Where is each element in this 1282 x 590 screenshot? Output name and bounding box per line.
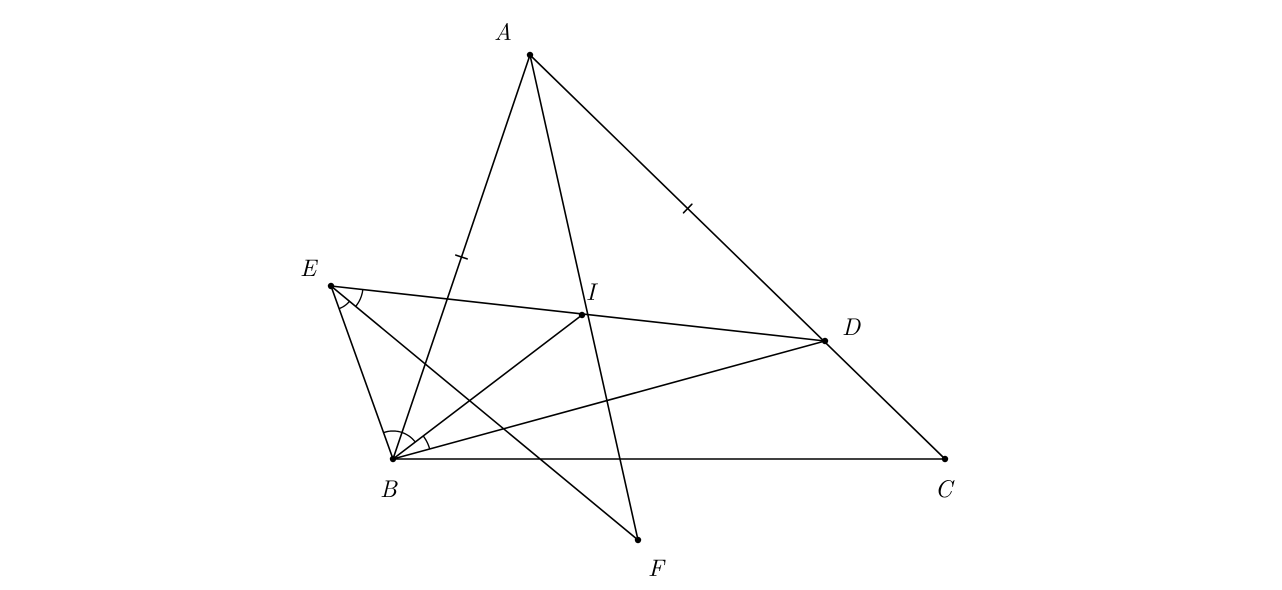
point-F — [635, 537, 641, 543]
point-D — [822, 338, 828, 344]
label-A: A — [494, 13, 512, 47]
point-C — [942, 456, 948, 462]
point-B — [390, 456, 396, 462]
label-E: E — [300, 249, 318, 283]
geometry-diagram: ABCDEFI — [0, 0, 1282, 590]
point-A — [527, 52, 533, 58]
label-D: D — [842, 308, 861, 342]
point-E — [328, 283, 334, 289]
diagram-background — [0, 0, 1282, 590]
label-B: B — [380, 470, 398, 504]
label-C: C — [935, 470, 955, 504]
label-F: F — [648, 549, 666, 583]
point-I — [579, 312, 585, 318]
